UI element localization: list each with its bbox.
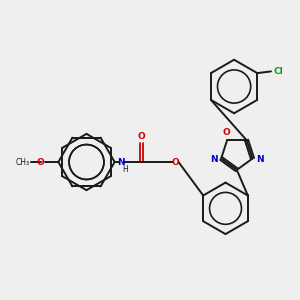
Text: O: O — [172, 158, 180, 166]
Text: N: N — [210, 155, 218, 164]
Text: H: H — [122, 165, 128, 174]
Text: CH₃: CH₃ — [15, 158, 29, 166]
Text: O: O — [36, 158, 44, 166]
Text: N: N — [256, 155, 264, 164]
Text: N: N — [117, 158, 124, 166]
Text: Cl: Cl — [274, 67, 284, 76]
Text: O: O — [223, 128, 230, 137]
Text: O: O — [137, 132, 145, 141]
